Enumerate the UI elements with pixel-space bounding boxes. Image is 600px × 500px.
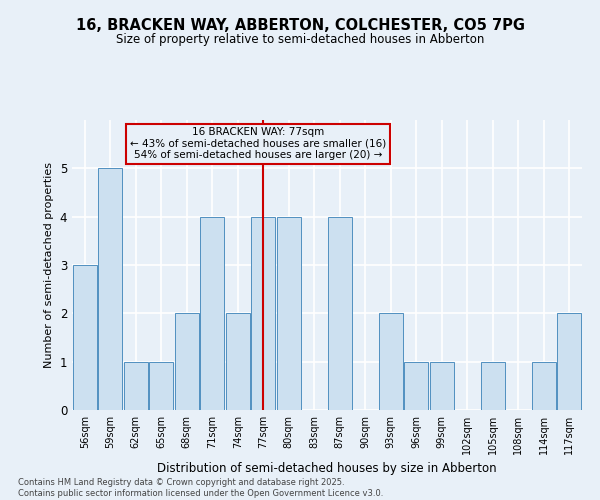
Bar (149, 362, 173, 410)
Bar (73, 265, 97, 410)
Bar (481, 362, 505, 410)
Text: 16 BRACKEN WAY: 77sqm
← 43% of semi-detached houses are smaller (16)
54% of semi: 16 BRACKEN WAY: 77sqm ← 43% of semi-deta… (130, 128, 386, 160)
Bar (379, 314, 403, 410)
X-axis label: Distribution of semi-detached houses by size in Abberton: Distribution of semi-detached houses by … (157, 462, 497, 475)
Bar (200, 216, 224, 410)
Text: Contains HM Land Registry data © Crown copyright and database right 2025.
Contai: Contains HM Land Registry data © Crown c… (18, 478, 383, 498)
Bar (124, 362, 148, 410)
Bar (328, 216, 352, 410)
Bar (404, 362, 428, 410)
Bar (430, 362, 454, 410)
Bar (175, 314, 199, 410)
Text: 16, BRACKEN WAY, ABBERTON, COLCHESTER, CO5 7PG: 16, BRACKEN WAY, ABBERTON, COLCHESTER, C… (76, 18, 524, 32)
Bar (277, 216, 301, 410)
Y-axis label: Number of semi-detached properties: Number of semi-detached properties (44, 162, 54, 368)
Bar (532, 362, 556, 410)
Bar (226, 314, 250, 410)
Bar (251, 216, 275, 410)
Bar (557, 314, 581, 410)
Bar (98, 168, 122, 410)
Text: Size of property relative to semi-detached houses in Abberton: Size of property relative to semi-detach… (116, 32, 484, 46)
